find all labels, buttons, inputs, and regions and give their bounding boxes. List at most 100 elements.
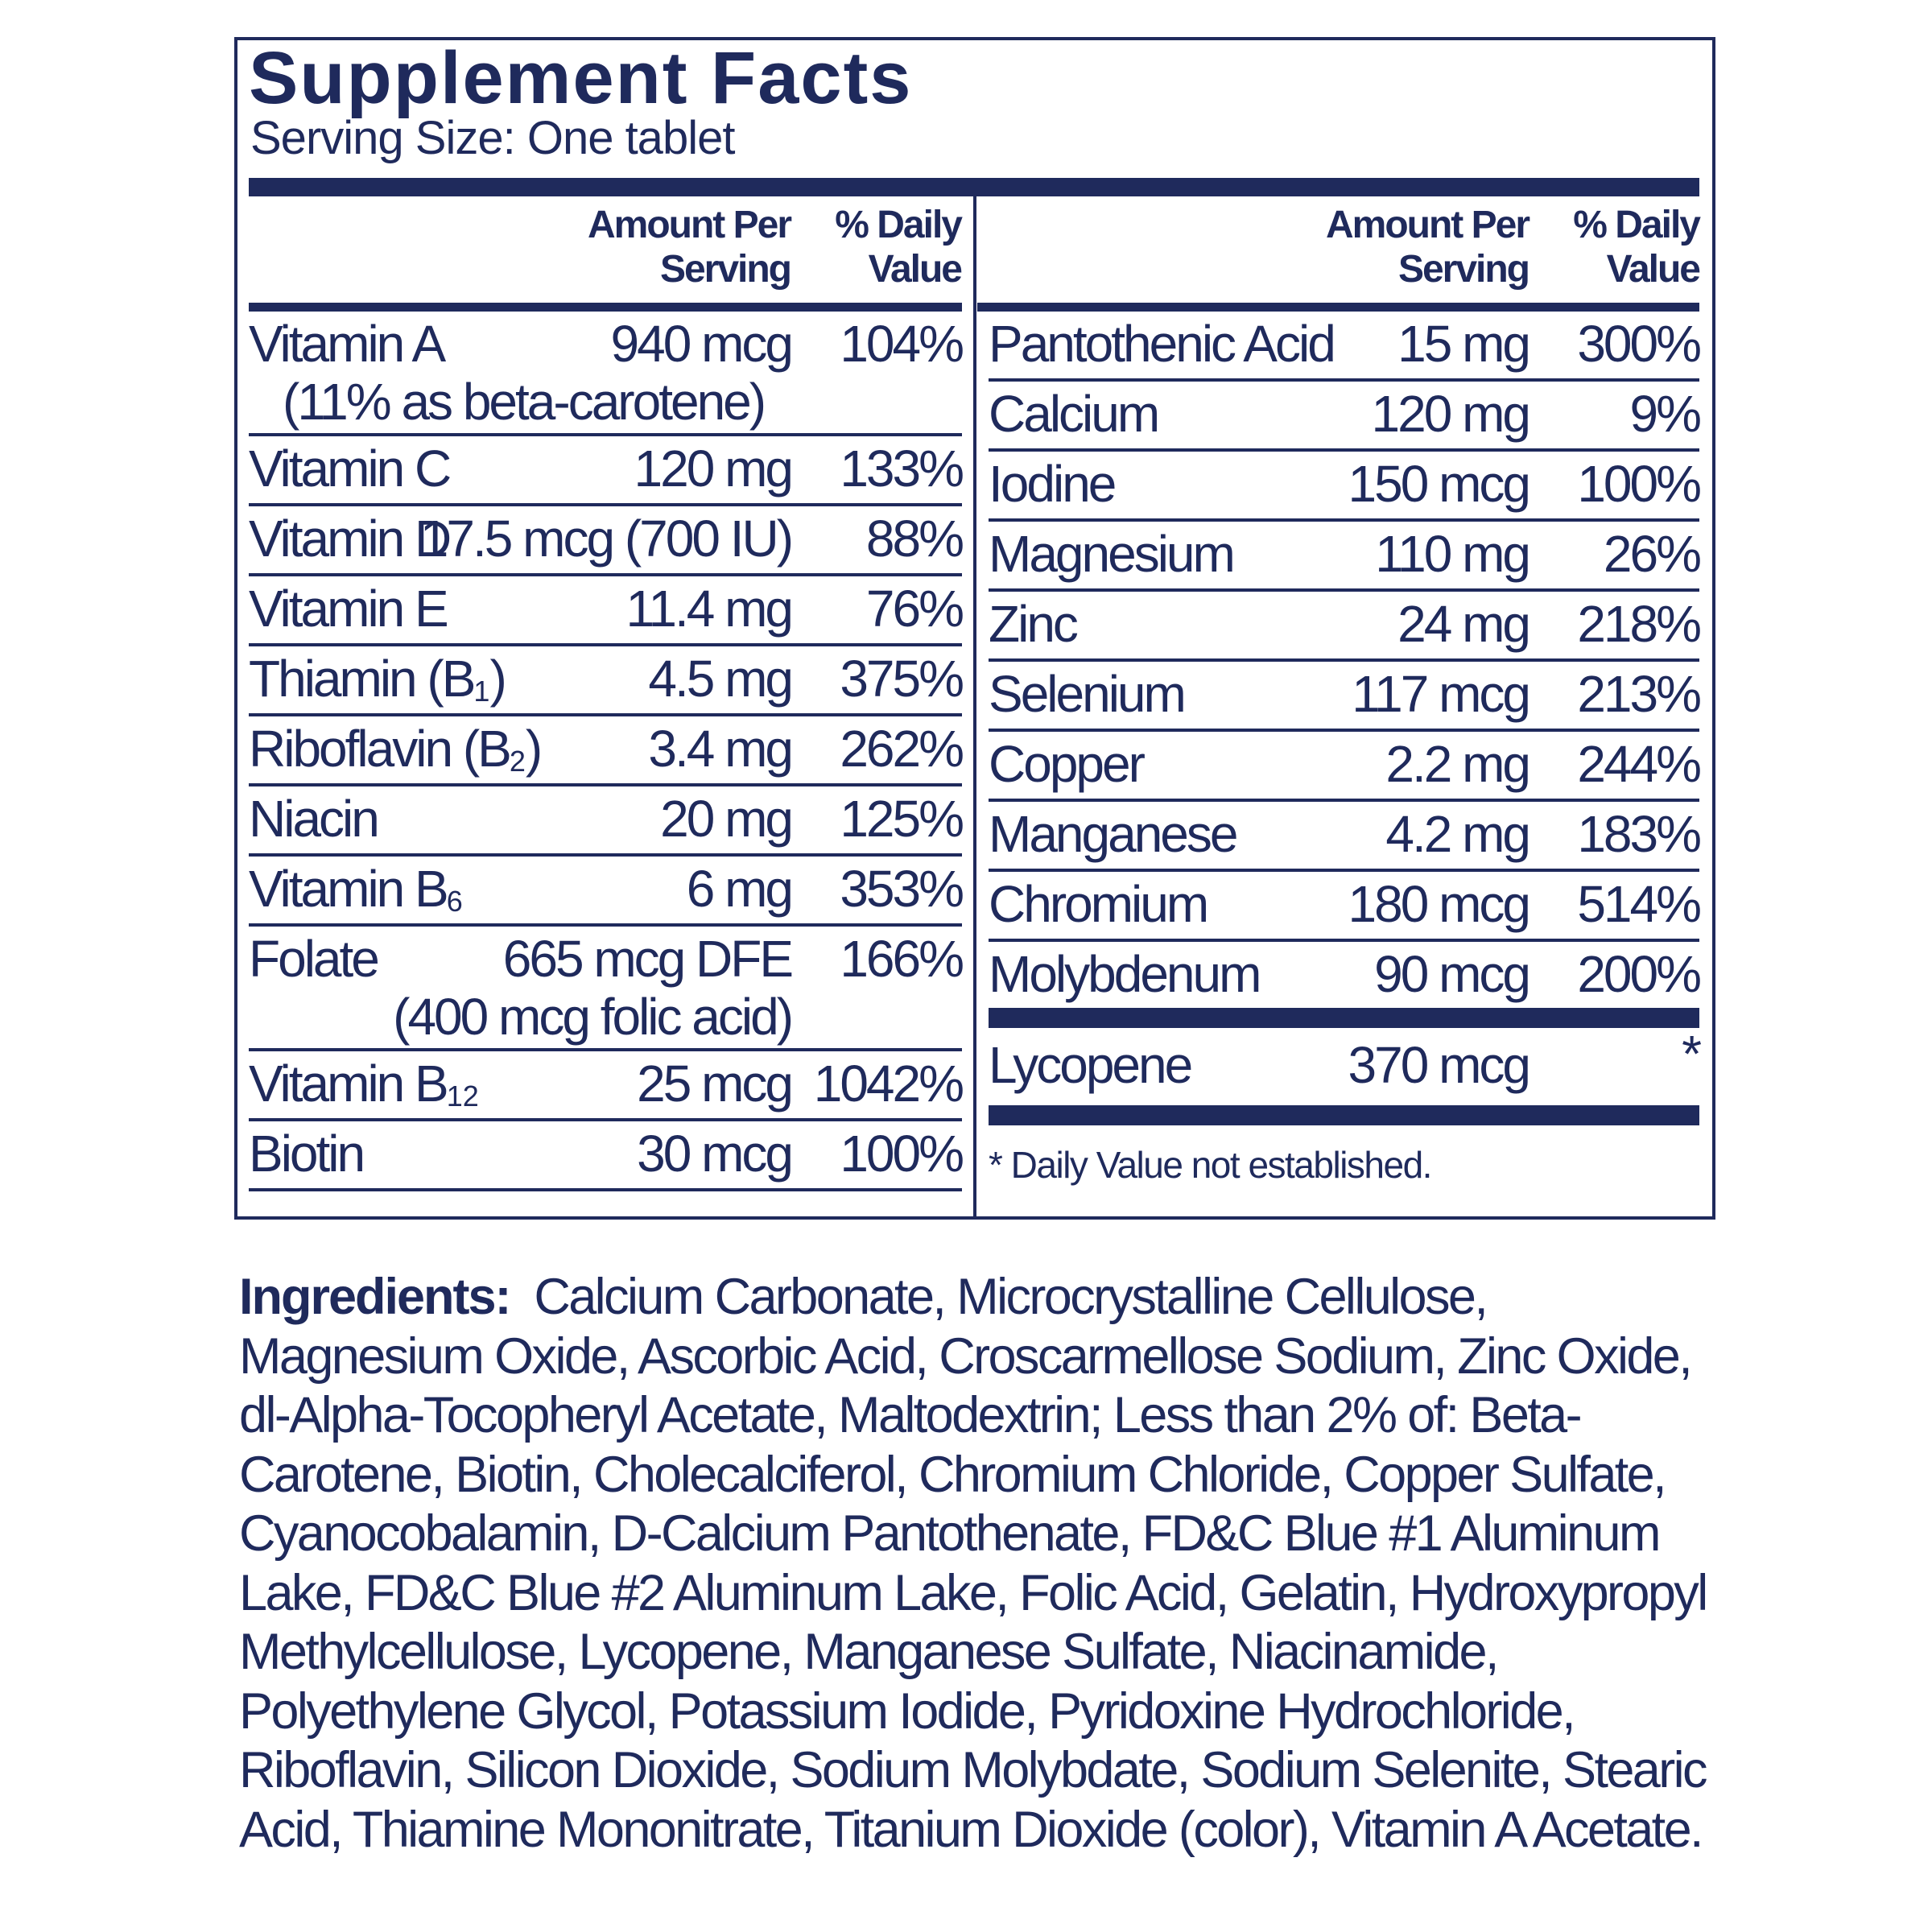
nutrient-name: Magnesium [989,525,1236,583]
header-text: Serving [659,248,792,291]
header-text: % Daily [1573,204,1701,246]
nutrient-name: Vitamin B6 [249,857,463,934]
nutrient-amount: 940 mcg [610,315,794,373]
nutrient-amount: 110 mg [1375,525,1531,583]
header-amount-left: Amount Per Serving [564,203,792,291]
nutrient-amount: 180 mcg [1348,875,1531,933]
header-divider-right [977,303,1699,312]
nutrient-dv: 76% [865,580,964,638]
nutrient-name: Calcium [989,385,1160,443]
table-row: Vitamin D 17.5 mcg (700 IU) 88% [249,506,964,576]
nutrient-dv: 104% [840,315,964,373]
thick-divider-lycopene-bottom [989,1105,1699,1125]
nutrient-amount: 4.5 mg [648,650,794,708]
ingredients-label: Ingredients: [239,1269,512,1325]
table-row: Biotin 30 mcg 100% [249,1121,964,1191]
table-row: Niacin 20 mg 125% [249,786,964,857]
table-row: Zinc 24 mg 218% [989,592,1702,662]
nutrient-amount: 120 mg [1371,385,1531,443]
header-text: % Daily [835,204,963,246]
table-row: Copper 2.2 mg 244% [989,732,1702,802]
nutrient-name: Vitamin D [249,506,452,571]
nutrient-name: Vitamin C [249,436,452,501]
subscript: 12 [446,1080,479,1113]
header-divider-left [249,303,962,312]
nutrient-dv: 125% [840,790,964,848]
nutrient-dv: 100% [1577,455,1702,513]
nutrient-dv: 183% [1577,805,1702,863]
table-row: Folate 665 mcg DFE 166% (400 mcg folic acid… [249,927,964,1051]
nutrient-name: Riboflavin (B2) [249,716,543,794]
nutrient-name-text: Niacin [249,790,380,848]
header-dv-left: % Daily Value [805,203,963,291]
nutrient-name-suffix: ) [525,720,543,778]
nutrient-name: Niacin [249,786,380,851]
nutrient-name: Lycopene [989,1036,1193,1094]
nutrient-dv: 9% [1629,385,1702,443]
nutrient-name: Thiamin (B1) [249,646,507,724]
nutrient-name: Vitamin B12 [249,1051,479,1129]
nutrient-dv: 375% [840,650,964,708]
nutrient-name: Chromium [989,875,1209,933]
nutrient-amount: 117 mcg [1352,665,1531,723]
nutrient-dv: 166% [840,930,964,988]
subscript: 2 [509,745,526,778]
nutrient-note: (11% as beta-carotene) [283,373,766,431]
nutrient-name-text: Vitamin D [249,510,452,568]
nutrient-name-text: Vitamin B [249,1055,449,1113]
nutrient-dv: 213% [1577,665,1702,723]
nutrient-amount: 15 mg [1397,315,1531,373]
nutrient-dv: 133% [840,440,964,497]
nutrient-name: Copper [989,735,1146,793]
header-dv-right: % Daily Value [1543,203,1701,291]
nutrient-name: Selenium [989,665,1187,723]
table-row: Manganese 4.2 mg 183% [989,802,1702,872]
nutrient-dv: 514% [1577,875,1702,933]
nutrient-amount: 17.5 mcg (700 IU) [419,510,794,568]
nutrient-amount: 6 mg [686,860,794,918]
table-row: Vitamin E 11.4 mg 76% [249,576,964,646]
nutrient-dv: 1042% [813,1055,964,1113]
column-divider [973,196,976,1220]
header-text: Amount Per [1325,204,1530,246]
table-row: Thiamin (B1) 4.5 mg 375% [249,646,964,716]
thick-divider-lycopene-top [989,1008,1699,1028]
nutrient-amount: 3.4 mg [648,720,794,778]
ingredients-text: Calcium Carbonate, Microcrystalline Cell… [239,1269,1708,1858]
nutrient-name-text: Vitamin B [249,860,449,918]
thick-divider-top [249,178,1699,196]
nutrient-name-suffix: ) [489,650,506,708]
panel-title: Supplement Facts [249,37,913,119]
nutrient-name: Pantothenic Acid [989,315,1336,373]
nutrient-dv: 200% [1577,945,1702,1003]
nutrient-note: (400 mcg folic acid) [393,988,794,1046]
nutrient-dv: 262% [840,720,964,778]
table-row: Selenium 117 mcg 213% [989,662,1702,732]
nutrient-name: Folate [249,927,380,991]
nutrient-dv: 88% [865,510,964,568]
nutrient-name: Molybdenum [989,945,1261,1003]
nutrient-name-text: Biotin [249,1125,365,1183]
nutrient-name-text: Vitamin E [249,580,449,638]
table-row: Vitamin A 940 mcg 104% (11% as beta-caroten… [249,312,964,436]
nutrient-name-text: Thiamin (B [249,650,476,708]
table-row: Chromium 180 mcg 514% [989,872,1702,942]
header-amount-right: Amount Per Serving [1302,203,1530,291]
nutrient-dv: 244% [1577,735,1702,793]
table-row: Riboflavin (B2) 3.4 mg 262% [249,716,964,786]
nutrient-amount: 25 mcg [637,1055,794,1113]
table-row-lycopene: Lycopene 370 mcg * [989,1025,1702,1103]
nutrient-name-text: Vitamin A [249,315,446,373]
nutrient-dv: * [1682,1025,1702,1083]
nutrient-dv: 353% [840,860,964,918]
header-text: Amount Per [587,204,792,246]
table-row: Vitamin B6 6 mg 353% [249,857,964,927]
nutrient-amount: 24 mg [1397,595,1531,653]
ingredients: Ingredients: Calcium Carbonate, Microcry… [239,1268,1712,1860]
nutrient-amount: 90 mcg [1374,945,1531,1003]
table-row: Molybdenum 90 mcg 200% [989,942,1702,1012]
nutrient-dv: 26% [1603,525,1702,583]
nutrient-name: Zinc [989,595,1079,653]
footnote: * Daily Value not established. [989,1144,1432,1186]
nutrient-dv: 100% [840,1125,964,1183]
